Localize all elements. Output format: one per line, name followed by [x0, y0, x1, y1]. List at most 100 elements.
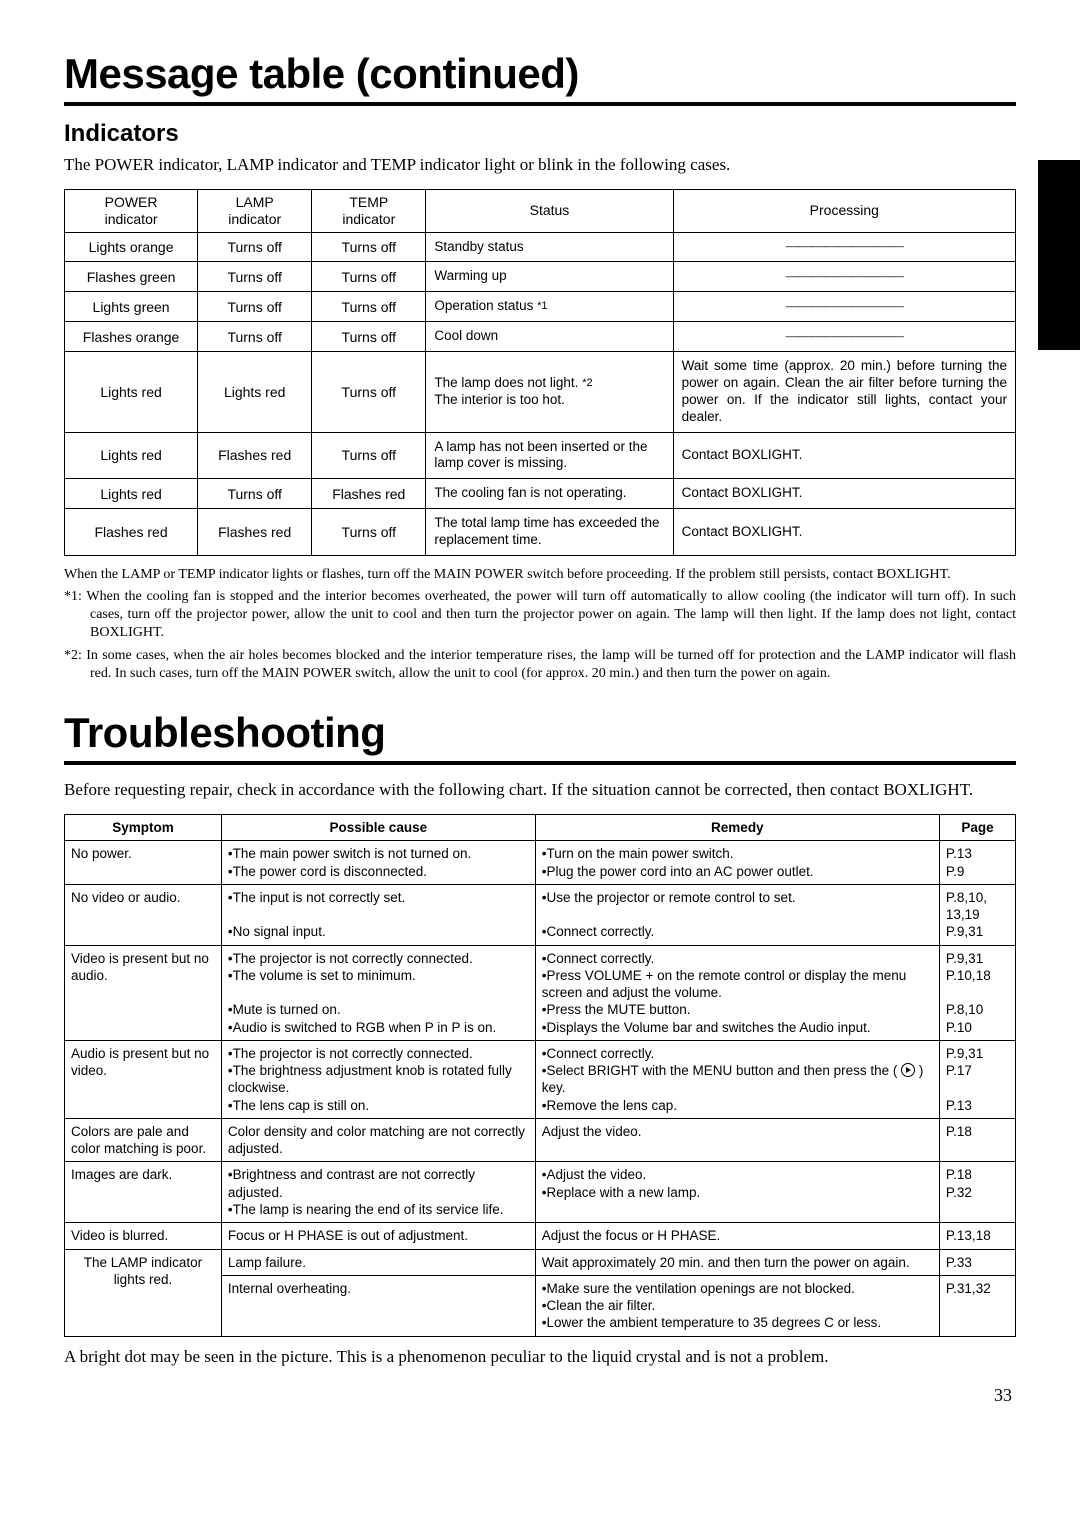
- table-cell: Contact BOXLIGHT.: [673, 479, 1015, 509]
- table-cell: Turns off: [312, 322, 426, 352]
- table-row: Lights greenTurns offTurns offOperation …: [65, 292, 1016, 322]
- table-cell: The total lamp time has exceeded the rep…: [426, 509, 673, 556]
- table-header-cell: Processing: [673, 189, 1015, 232]
- table-cell: Turns off: [312, 509, 426, 556]
- table-cell: •Adjust the video.•Replace with a new la…: [535, 1162, 939, 1223]
- table-cell: Operation status *1: [426, 292, 673, 322]
- table-cell: Video is present but no audio.: [65, 945, 222, 1040]
- table-cell: •The input is not correctly set.•No sign…: [221, 884, 535, 945]
- table-cell: P.31,32: [939, 1275, 1015, 1336]
- table-cell: Wait some time (approx. 20 min.) before …: [673, 352, 1015, 433]
- table-header-cell: Possible cause: [221, 814, 535, 840]
- table-cell: •Brightness and contrast are not correct…: [221, 1162, 535, 1223]
- footer-note: A bright dot may be seen in the picture.…: [64, 1347, 1016, 1367]
- table-cell: Lights red: [65, 432, 198, 479]
- rule: [64, 761, 1016, 765]
- indicator-notes: When the LAMP or TEMP indicator lights o…: [64, 566, 1016, 683]
- table-cell: Lights red: [65, 479, 198, 509]
- table-cell: P.9,31P.17P.13: [939, 1040, 1015, 1118]
- table-cell: —————————: [673, 322, 1015, 352]
- table-cell: Turns off: [198, 322, 312, 352]
- table-row: Lights orangeTurns offTurns offStandby s…: [65, 232, 1016, 262]
- table-cell: Lights red: [198, 352, 312, 433]
- table-row: Colors are pale and color matching is po…: [65, 1118, 1016, 1162]
- indicators-table: POWERindicatorLAMPindicatorTEMPindicator…: [64, 189, 1016, 556]
- table-cell: Turns off: [198, 232, 312, 262]
- table-header-cell: LAMPindicator: [198, 189, 312, 232]
- table-cell: •Make sure the ventilation openings are …: [535, 1275, 939, 1336]
- table-header-cell: Page: [939, 814, 1015, 840]
- table-cell: •The projector is not correctly connecte…: [221, 945, 535, 1040]
- table-header-cell: Status: [426, 189, 673, 232]
- table-row: Lights redLights redTurns offThe lamp do…: [65, 352, 1016, 433]
- table-header-cell: POWERindicator: [65, 189, 198, 232]
- table-cell: P.13P.9: [939, 841, 1015, 885]
- table-row: Flashes redFlashes redTurns offThe total…: [65, 509, 1016, 556]
- table-cell: Audio is present but no video.: [65, 1040, 222, 1118]
- table-cell: Cool down: [426, 322, 673, 352]
- table-row: No power.•The main power switch is not t…: [65, 841, 1016, 885]
- table-cell: No video or audio.: [65, 884, 222, 945]
- table-cell: Lamp failure.: [221, 1249, 535, 1275]
- table-cell: Turns off: [312, 232, 426, 262]
- table-cell: A lamp has not been inserted or the lamp…: [426, 432, 673, 479]
- table-cell: Video is blurred.: [65, 1223, 222, 1249]
- table-row: The LAMP indicator lights red.Lamp failu…: [65, 1249, 1016, 1275]
- table-cell: Contact BOXLIGHT.: [673, 432, 1015, 479]
- table-row: Flashes greenTurns offTurns offWarming u…: [65, 262, 1016, 292]
- table-header-cell: Symptom: [65, 814, 222, 840]
- table-row: Images are dark.•Brightness and contrast…: [65, 1162, 1016, 1223]
- table-cell: Warming up: [426, 262, 673, 292]
- table-row: Lights redTurns offFlashes redThe coolin…: [65, 479, 1016, 509]
- heading-troubleshooting: Troubleshooting: [64, 709, 1016, 757]
- table-cell: Flashes red: [65, 509, 198, 556]
- table-row: Lights redFlashes redTurns offA lamp has…: [65, 432, 1016, 479]
- table-cell: P.13,18: [939, 1223, 1015, 1249]
- table-header-cell: Remedy: [535, 814, 939, 840]
- table-cell: •Connect correctly.•Select BRIGHT with t…: [535, 1040, 939, 1118]
- heading-indicators: Indicators: [64, 120, 1016, 148]
- table-header-row: POWERindicatorLAMPindicatorTEMPindicator…: [65, 189, 1016, 232]
- page: Message table (continued) Indicators The…: [0, 0, 1080, 1446]
- table-cell: Turns off: [312, 292, 426, 322]
- table-cell: P.18: [939, 1118, 1015, 1162]
- table-cell: The cooling fan is not operating.: [426, 479, 673, 509]
- table-row: No video or audio.•The input is not corr…: [65, 884, 1016, 945]
- table-cell: Contact BOXLIGHT.: [673, 509, 1015, 556]
- table-cell: Turns off: [198, 292, 312, 322]
- table-cell: •The main power switch is not turned on.…: [221, 841, 535, 885]
- table-row: Audio is present but no video.•The proje…: [65, 1040, 1016, 1118]
- table-cell: Colors are pale and color matching is po…: [65, 1118, 222, 1162]
- note-1: *1: When the cooling fan is stopped and …: [64, 588, 1016, 643]
- table-cell: Lights orange: [65, 232, 198, 262]
- table-cell: Turns off: [312, 352, 426, 433]
- table-row: Flashes orangeTurns offTurns offCool dow…: [65, 322, 1016, 352]
- table-cell: Turns off: [312, 262, 426, 292]
- table-cell: P.18P.32: [939, 1162, 1015, 1223]
- table-cell: Flashes red: [312, 479, 426, 509]
- table-cell: •Connect correctly.•Press VOLUME + on th…: [535, 945, 939, 1040]
- play-icon: [901, 1063, 915, 1077]
- troubleshooting-table: SymptomPossible causeRemedyPage No power…: [64, 814, 1016, 1337]
- table-cell: P.33: [939, 1249, 1015, 1275]
- table-cell: Flashes orange: [65, 322, 198, 352]
- table-cell: Adjust the video.: [535, 1118, 939, 1162]
- table-cell: The LAMP indicator lights red.: [65, 1249, 222, 1336]
- note-2-label: *2:: [64, 648, 82, 663]
- table-cell: •The projector is not correctly connecte…: [221, 1040, 535, 1118]
- table-header-row: SymptomPossible causeRemedyPage: [65, 814, 1016, 840]
- table-cell: Lights green: [65, 292, 198, 322]
- heading-message-table: Message table (continued): [64, 50, 1016, 98]
- table-cell: Internal overheating.: [221, 1275, 535, 1336]
- table-header-cell: TEMPindicator: [312, 189, 426, 232]
- table-cell: —————————: [673, 232, 1015, 262]
- table-cell: Turns off: [198, 479, 312, 509]
- page-number: 33: [64, 1385, 1016, 1406]
- table-cell: Wait approximately 20 min. and then turn…: [535, 1249, 939, 1275]
- note-main: When the LAMP or TEMP indicator lights o…: [64, 566, 1016, 584]
- table-cell: Focus or H PHASE is out of adjustment.: [221, 1223, 535, 1249]
- note-2: *2: In some cases, when the air holes be…: [64, 647, 1016, 683]
- troubleshooting-intro: Before requesting repair, check in accor…: [64, 779, 1016, 802]
- note-1-text: When the cooling fan is stopped and the …: [86, 589, 1016, 640]
- table-row: Video is blurred.Focus or H PHASE is out…: [65, 1223, 1016, 1249]
